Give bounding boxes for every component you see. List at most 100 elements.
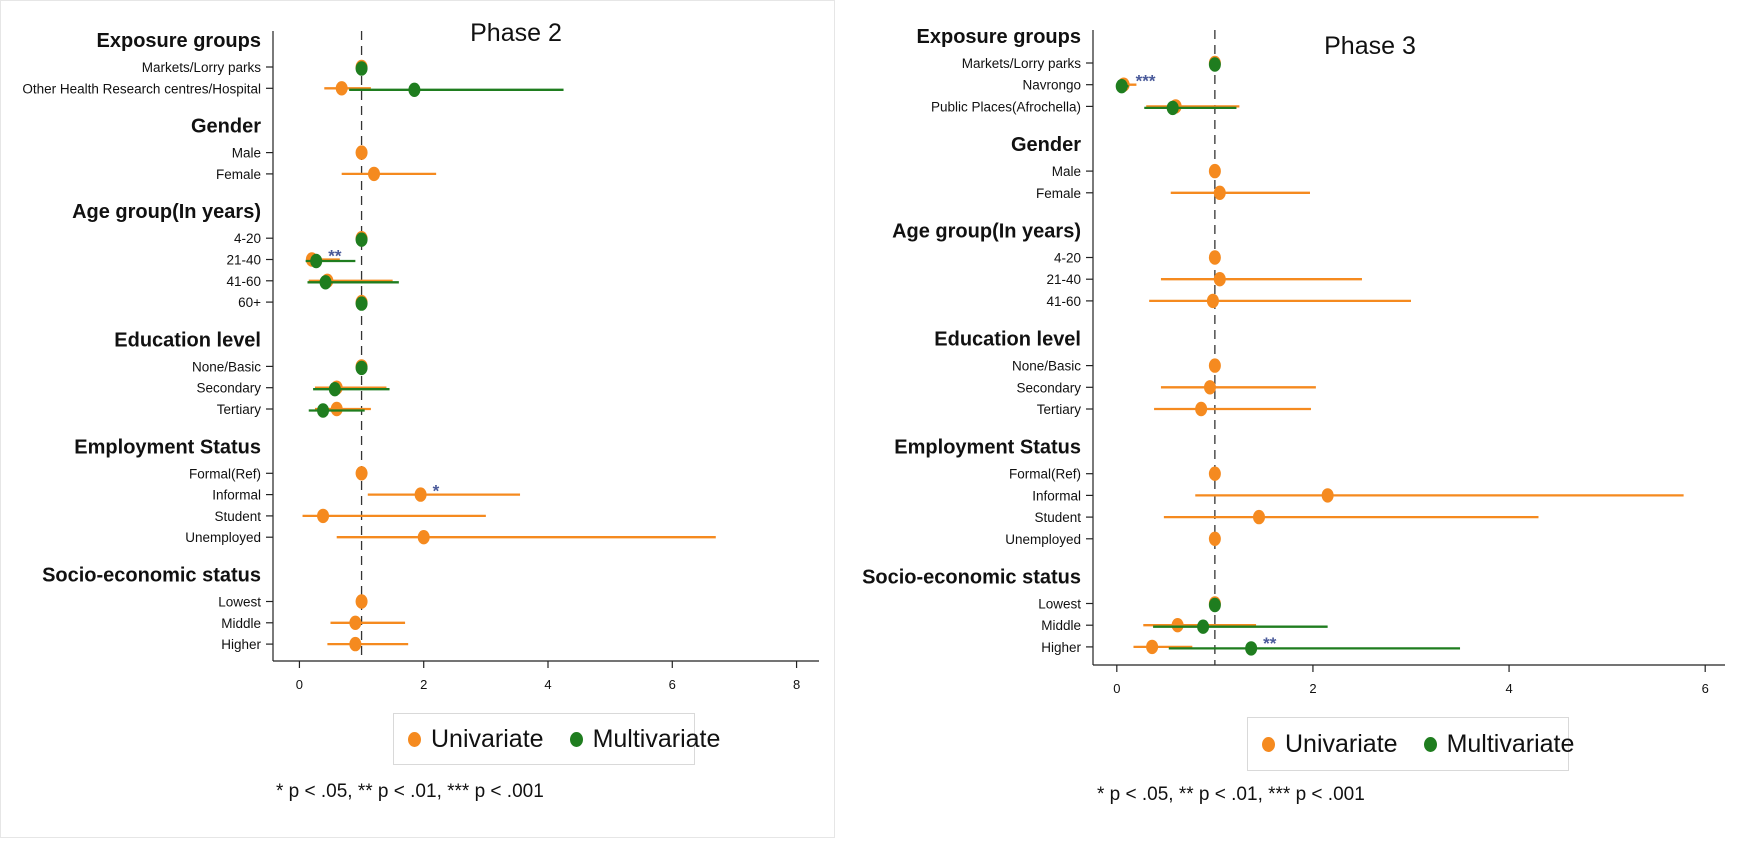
- multivariate-point: [355, 61, 368, 76]
- row-label: Lowest: [218, 595, 261, 610]
- legend-multivariate: Multivariate: [569, 724, 721, 754]
- univariate-point: [368, 166, 380, 182]
- row-label: None/Basic: [1012, 359, 1081, 374]
- row-label: Student: [214, 509, 261, 524]
- group-heading: Socio-economic status: [862, 567, 1081, 589]
- multivariate-point: [1208, 57, 1221, 72]
- row-label: 4-20: [234, 231, 261, 246]
- univariate-point: [330, 401, 343, 417]
- legend-multivariate-label: Multivariate: [1446, 729, 1575, 758]
- univariate-point: [1208, 358, 1221, 373]
- phase-2-footnote: * p < .05, ** p < .01, *** p < .001: [276, 781, 544, 802]
- multivariate-point: [355, 232, 368, 247]
- univariate-point: [1206, 293, 1219, 309]
- group-heading: Exposure groups: [917, 26, 1081, 48]
- univariate-point: [355, 466, 368, 481]
- phase-2-panel: Phase 2 0 2 4 6 8 Exposure groups Markets/Lorry…: [0, 0, 835, 838]
- phase-2-forest-plot: Phase 2 0 2 4 6 8 Exposure groups Markets/Lorry…: [22, 19, 819, 692]
- row-label: Female: [1036, 186, 1081, 201]
- univariate-point: [1171, 618, 1184, 633]
- x-tick-label: 0: [1113, 681, 1120, 696]
- multivariate-point: [328, 382, 341, 397]
- x-tick-label: 8: [793, 677, 800, 692]
- row-label: 21-40: [1046, 272, 1081, 287]
- row-label: Secondary: [196, 381, 261, 396]
- row-label: Middle: [221, 616, 261, 631]
- row-label: Male: [1052, 164, 1081, 179]
- row-label: Higher: [221, 637, 261, 652]
- univariate-point: [1208, 250, 1221, 265]
- group-heading: Age group(In years): [72, 201, 261, 223]
- univariate-point: [349, 636, 362, 652]
- chart-title: Phase 3: [1324, 32, 1416, 60]
- multivariate-point: [355, 360, 368, 376]
- univariate-point: [1321, 488, 1334, 503]
- legend-univariate-label: Univariate: [431, 724, 544, 753]
- univariate-point: [1208, 466, 1221, 481]
- row-label: Other Health Research centres/Hospital: [22, 81, 261, 96]
- phase-3-forest-plot: Phase 3 0 2 4 6 Exposure groups Markets/Lorry …: [862, 26, 1725, 696]
- phase-3-panel: Phase 3 0 2 4 6 Exposure groups Markets/Lorry …: [835, 0, 1745, 838]
- legend-multivariate: Multivariate: [1423, 729, 1575, 759]
- legend-univariate: Univariate: [408, 725, 544, 754]
- group-heading: Employment Status: [74, 436, 261, 458]
- row-label: Higher: [1041, 640, 1081, 655]
- chart-title: Phase 2: [470, 19, 562, 47]
- group-heading: Socio-economic status: [42, 565, 261, 587]
- univariate-point: [1213, 272, 1226, 287]
- row-label: Informal: [1032, 488, 1081, 503]
- row-label: Unemployed: [185, 530, 261, 545]
- group-heading: Education level: [934, 329, 1081, 351]
- row-label: Tertiary: [1037, 402, 1082, 417]
- group-heading: Gender: [191, 116, 261, 138]
- row-label: Secondary: [1016, 380, 1081, 395]
- x-tick-label: 6: [1702, 681, 1709, 696]
- row-label: Formal(Ref): [189, 466, 261, 481]
- multivariate-point: [1115, 79, 1128, 94]
- multivariate-point: [355, 296, 368, 311]
- legend-multivariate-label: Multivariate: [592, 724, 721, 753]
- multivariate-point: [1208, 597, 1221, 613]
- group-heading: Age group(In years): [892, 221, 1081, 243]
- multivariate-point: [319, 275, 332, 290]
- univariate-point: [1253, 509, 1265, 525]
- row-label: Navrongo: [1022, 78, 1081, 93]
- legend-univariate-label: Univariate: [1285, 729, 1398, 758]
- row-label: 41-60: [1046, 294, 1081, 309]
- row-label: 60+: [238, 295, 261, 310]
- row-label: Informal: [212, 488, 261, 503]
- significance-stars: ***: [1136, 72, 1156, 91]
- phase-3-legend: Univariate Multivariate: [1247, 717, 1574, 771]
- univariate-point: [317, 508, 330, 524]
- univariate-point: [355, 594, 368, 609]
- row-label: Public Places(Afrochella): [931, 99, 1081, 114]
- legend-multivariate-marker: [1423, 736, 1437, 752]
- group-heading: Exposure groups: [97, 30, 261, 52]
- x-tick-label: 4: [544, 677, 551, 692]
- row-label: Unemployed: [1005, 532, 1081, 547]
- significance-stars: **: [328, 247, 342, 266]
- univariate-point: [1195, 401, 1208, 417]
- row-label: Male: [232, 146, 261, 161]
- phase-3-footnote: * p < .05, ** p < .01, *** p < .001: [1097, 784, 1365, 805]
- multivariate-point: [1245, 641, 1258, 656]
- univariate-point: [335, 81, 348, 96]
- univariate-point: [417, 530, 430, 545]
- row-label: 21-40: [226, 253, 261, 268]
- x-tick-label: 2: [1309, 681, 1316, 696]
- group-heading: Education level: [114, 329, 261, 351]
- univariate-point: [414, 487, 427, 502]
- multivariate-point: [1166, 100, 1179, 116]
- row-label: Lowest: [1038, 597, 1081, 612]
- legend-univariate-marker: [1262, 736, 1275, 752]
- x-tick-label: 0: [296, 677, 303, 692]
- univariate-point: [355, 145, 368, 160]
- row-label: Markets/Lorry parks: [142, 60, 262, 75]
- row-label: None/Basic: [192, 359, 261, 374]
- row-label: Female: [216, 167, 261, 182]
- significance-stars: **: [1263, 634, 1277, 653]
- row-label: Markets/Lorry parks: [962, 56, 1082, 71]
- significance-stars: *: [433, 482, 440, 501]
- phase-2-legend: Univariate Multivariate: [393, 713, 720, 765]
- legend-multivariate-marker: [569, 731, 583, 747]
